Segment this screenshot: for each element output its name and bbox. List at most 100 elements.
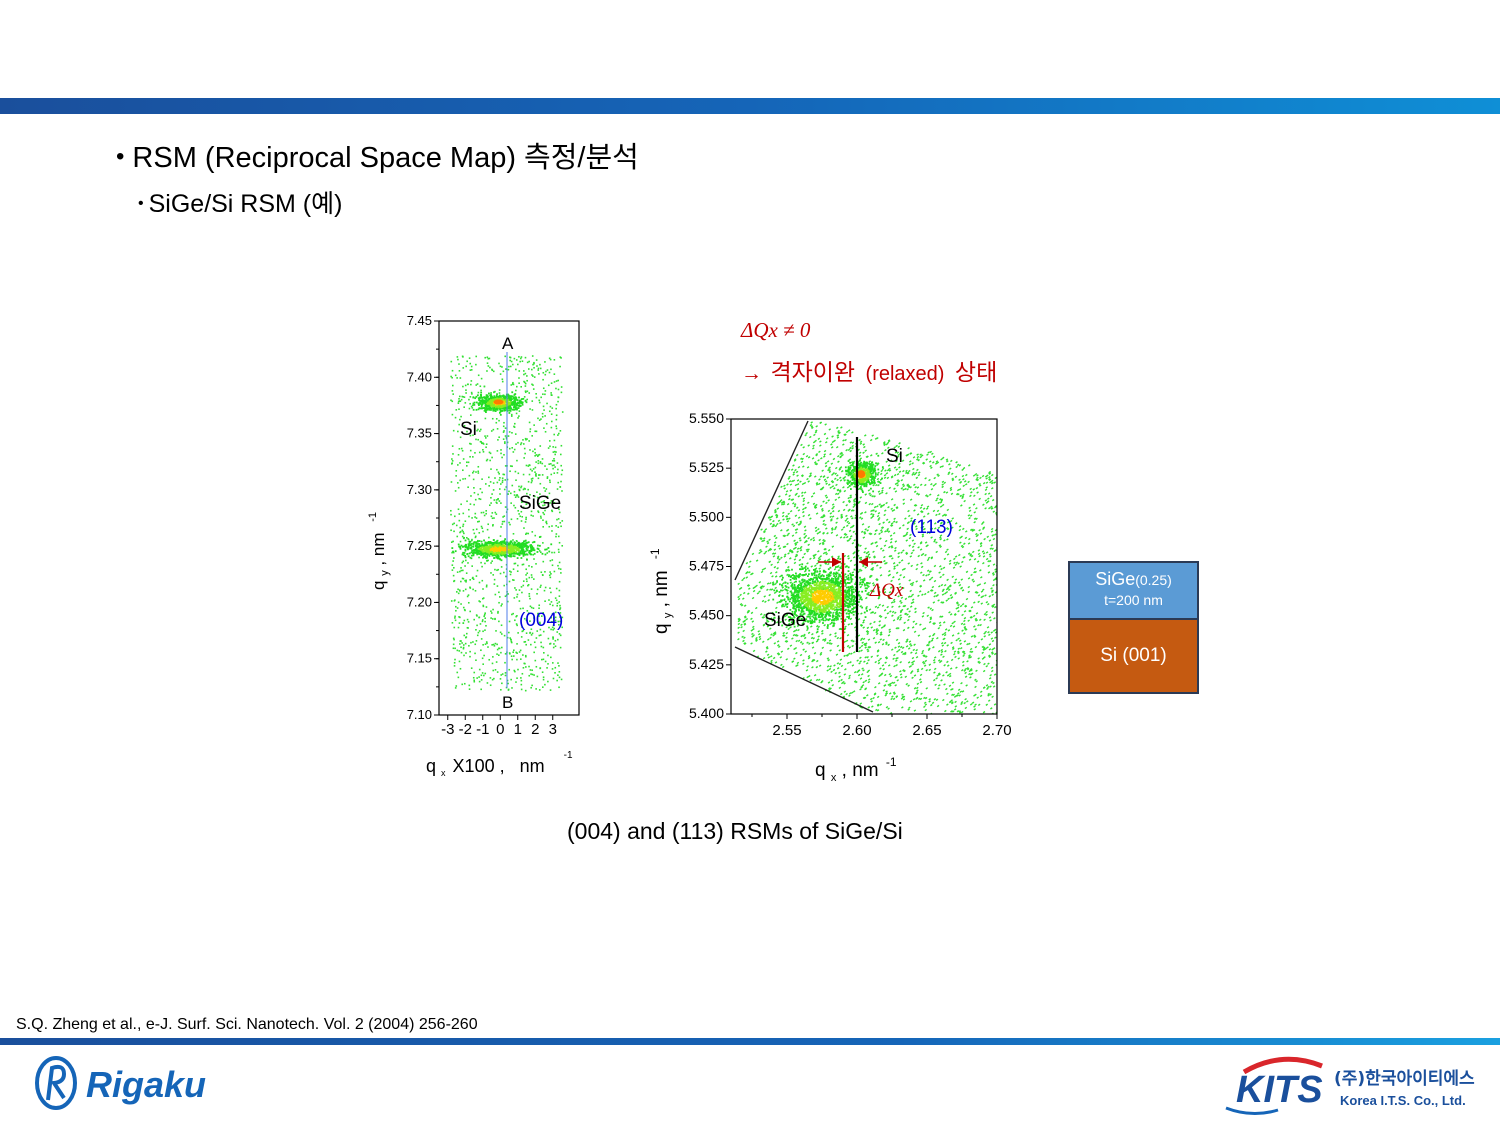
scatter-point-113 — [791, 523, 794, 526]
peak-point-004-sige — [468, 542, 471, 545]
scatter-point-113 — [782, 615, 785, 619]
scatter-point-113 — [799, 521, 803, 525]
scatter-point-004 — [488, 357, 491, 360]
peak-point-004-sige — [492, 544, 494, 547]
peak-point-004-si — [480, 394, 482, 396]
scatter-point-113 — [860, 580, 864, 584]
scatter-point-004 — [476, 624, 478, 627]
scatter-point-113 — [822, 538, 825, 542]
peak-point-004-sige — [513, 543, 516, 546]
peak-point-004-si — [490, 395, 493, 398]
peak-point-004-sige — [487, 550, 490, 553]
scatter-point-113 — [974, 532, 978, 536]
scatter-point-004 — [549, 358, 552, 361]
scatter-point-113 — [962, 478, 965, 481]
scatter-point-004 — [473, 680, 476, 683]
scatter-point-113 — [851, 541, 855, 545]
scatter-point-004 — [557, 396, 560, 398]
scatter-point-113 — [889, 610, 892, 613]
peak-point-004-si — [490, 409, 492, 411]
scatter-point-004 — [553, 627, 556, 630]
scatter-point-113 — [923, 696, 926, 700]
peak-point-004-si — [510, 397, 512, 399]
scatter-point-113 — [924, 483, 927, 487]
scatter-point-113 — [903, 621, 906, 625]
scatter-point-004 — [518, 377, 520, 379]
scatter-point-004 — [470, 495, 472, 497]
scatter-point-113 — [893, 549, 897, 552]
scatter-point-113 — [967, 542, 971, 545]
scatter-point-113 — [966, 667, 970, 671]
scatter-point-113 — [765, 645, 769, 649]
scatter-point-113 — [945, 687, 948, 691]
scatter-point-113 — [960, 504, 963, 507]
scatter-point-113 — [867, 638, 871, 641]
scatter-point-113 — [987, 692, 990, 696]
scatter-point-113 — [829, 486, 833, 489]
scatter-point-004 — [558, 432, 560, 435]
scatter-point-113 — [811, 658, 815, 662]
scatter-point-113 — [921, 525, 925, 529]
scatter-point-004 — [523, 447, 526, 450]
scatter-point-113 — [883, 509, 887, 512]
scatter-point-004 — [468, 474, 471, 477]
y-axis-004: 7.107.157.207.257.307.357.407.45 — [407, 313, 439, 722]
scatter-point-004 — [517, 632, 519, 634]
bullet-sub-text: SiGe/Si RSM (예) — [148, 190, 343, 218]
scatter-point-113 — [905, 533, 908, 536]
peak-point-004-sige — [494, 548, 497, 551]
scatter-point-113 — [809, 538, 813, 541]
scatter-point-113 — [921, 510, 924, 514]
scatter-point-113 — [893, 567, 896, 570]
peak-point-004-sige — [518, 541, 520, 544]
peak-point-004-sige — [481, 543, 484, 546]
scatter-point-004 — [454, 374, 457, 377]
scatter-point-113 — [914, 610, 917, 614]
scatter-point-113 — [950, 658, 954, 662]
peak-point-004-si — [505, 396, 507, 399]
scatter-point-113 — [933, 476, 937, 480]
scatter-point-004 — [540, 501, 543, 504]
scatter-point-004 — [531, 541, 534, 544]
scatter-point-113 — [907, 562, 911, 565]
scatter-point-113 — [883, 513, 886, 517]
scatter-point-004 — [485, 584, 488, 587]
scatter-point-004 — [553, 439, 556, 442]
scatter-point-113 — [781, 589, 785, 592]
scatter-point-113 — [964, 536, 968, 540]
scatter-point-113 — [916, 486, 920, 489]
scatter-point-004 — [469, 414, 472, 416]
scatter-point-004 — [539, 667, 542, 669]
peak-point-004-sige — [485, 557, 488, 560]
scatter-point-113 — [750, 629, 754, 632]
scatter-point-004 — [508, 521, 510, 524]
scatter-point-004 — [521, 563, 524, 566]
scatter-point-113 — [899, 660, 903, 664]
scatter-point-004 — [551, 510, 554, 513]
scatter-point-113 — [863, 643, 867, 646]
y-tick-label-004: 7.25 — [407, 538, 432, 553]
scatter-point-113 — [899, 670, 902, 673]
scatter-point-113 — [755, 636, 758, 640]
scatter-point-004 — [455, 524, 458, 527]
scatter-point-004 — [522, 580, 525, 582]
scatter-point-004 — [524, 488, 526, 490]
scatter-point-113 — [797, 639, 801, 643]
scatter-point-113 — [890, 507, 893, 510]
scatter-point-113 — [779, 575, 782, 578]
scatter-point-004 — [458, 395, 461, 398]
scatter-point-113 — [933, 671, 936, 674]
scatter-point-004 — [540, 571, 543, 574]
scatter-point-004 — [534, 495, 536, 498]
peak-point-004-sige — [481, 545, 484, 548]
scatter-point-004 — [452, 566, 455, 569]
scatter-point-004 — [511, 447, 514, 449]
peak-point-004-sige — [530, 549, 533, 551]
scatter-point-113 — [850, 691, 854, 694]
scatter-point-004 — [559, 486, 561, 488]
scatter-point-113 — [776, 556, 780, 560]
scatter-point-004 — [556, 604, 558, 607]
scatter-point-113 — [948, 700, 952, 704]
scatter-point-004 — [499, 365, 502, 368]
